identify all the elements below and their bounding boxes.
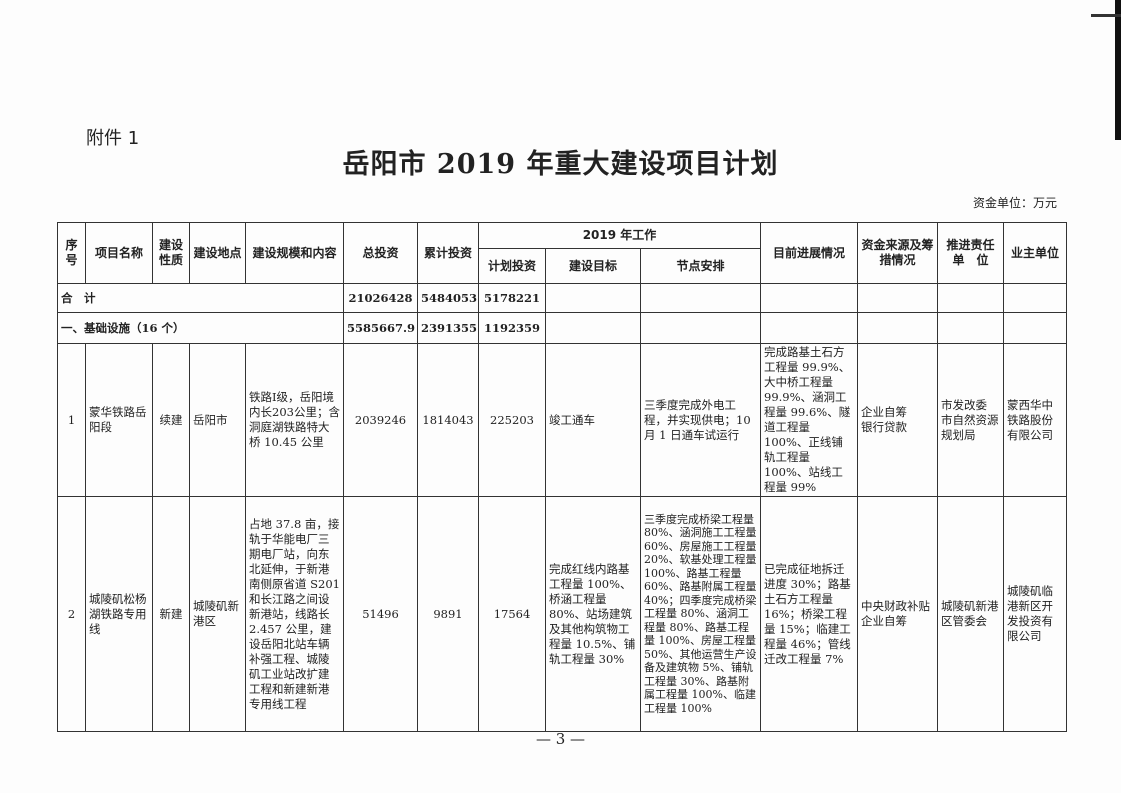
row-nature: 续建 [152,343,190,497]
row-milestones: 三季度完成外电工程，并实现供电；10 月 1 日通车试运行 [640,343,761,497]
header-name: 项目名称 [85,222,153,284]
row-funding: 企业自筹 银行贷款 [857,343,938,497]
row-owner: 蒙西华中铁路股份有限公司 [1003,343,1067,497]
header-progress: 目前进展情况 [760,222,858,284]
header-goal: 建设目标 [545,248,641,284]
header-total: 总投资 [343,222,418,284]
section-label: 一、基础设施（16 个） [57,312,344,344]
row-funding: 中央财政补贴 企业自筹 [857,496,938,732]
header-cumulative: 累计投资 [417,222,479,284]
row-seq: 2 [57,496,86,732]
row-goal: 竣工通车 [545,343,641,497]
section-plan: 1192359 [478,312,546,344]
row-location: 岳阳市 [189,343,246,497]
row-name: 城陵矶松杨湖铁路专用线 [85,496,153,732]
table-row: 2 城陵矶松杨湖铁路专用线 新建 城陵矶新港区 占地 37.8 亩，接轨于华能电… [57,496,1067,732]
header-plan-invest: 计划投资 [478,248,546,284]
header-owner: 业主单位 [1003,222,1067,284]
row-responsible: 市发改委 市自然资源规划局 [937,343,1004,497]
row-plan: 225203 [478,343,546,497]
row-total: 2039246 [343,343,418,497]
row-goal: 完成红线内路基工程量 100%、桥涵工程量 80%、站场建筑及其他构筑物工程量 … [545,496,641,732]
section-total: 5585667.9 [343,312,418,344]
row-total: 51496 [343,496,418,732]
section-row: 一、基础设施（16 个） 5585667.9 2391355 1192359 [57,312,1067,344]
header-scope: 建设规模和内容 [245,222,344,284]
row-scope: 占地 37.8 亩，接轨于华能电厂三期电厂站，向东北延伸，于新港南侧原省道 S2… [245,496,344,732]
scan-edge-artifact [1091,14,1121,17]
scan-edge-artifact [1115,0,1121,140]
total-total: 21026428 [343,283,418,313]
header-work2019: 2019 年工作 [478,222,761,249]
row-location: 城陵矶新港区 [189,496,246,732]
row-progress: 完成路基土石方工程量 99.9%、大中桥工程量 99.9%、涵洞工程量 99.6… [760,343,858,497]
header-responsible: 推进责任单 位 [937,222,1004,284]
table-row: 1 蒙华铁路岳阳段 续建 岳阳市 铁路Ⅰ级，岳阳境内长203公里；含洞庭湖铁路特… [57,343,1067,497]
total-row: 合 计 21026428 5484053 5178221 [57,283,1067,313]
header-location: 建设地点 [189,222,246,284]
row-name: 蒙华铁路岳阳段 [85,343,153,497]
row-progress: 已完成征地拆迁进度 30%；路基土石方工程量 16%；桥梁工程量 15%；临建工… [760,496,858,732]
row-seq: 1 [57,343,86,497]
row-milestones: 三季度完成桥梁工程量 80%、涵洞施工工程量 60%、房屋施工工程量 20%、软… [640,496,761,732]
row-responsible: 城陵矶新港区管委会 [937,496,1004,732]
header-funding: 资金来源及筹措情况 [857,222,938,284]
total-cumulative: 5484053 [417,283,479,313]
row-cumulative: 9891 [417,496,479,732]
header-milestones: 节点安排 [640,248,761,284]
project-table: 序号 项目名称 建设性质 建设地点 建设规模和内容 总投资 累计投资 2019 … [57,222,1067,732]
row-owner: 城陵矶临港新区开发投资有限公司 [1003,496,1067,732]
page-number: — 3 — [535,730,586,748]
section-cumulative: 2391355 [417,312,479,344]
row-plan: 17564 [478,496,546,732]
row-cumulative: 1814043 [417,343,479,497]
header-seq: 序号 [57,222,86,284]
total-label: 合 计 [57,283,344,313]
row-nature: 新建 [152,496,190,732]
unit-note: 资金单位：万元 [972,196,1057,210]
page-title: 岳阳市 2019 年重大建设项目计划 [342,149,779,180]
attachment-label: 附件 1 [86,128,140,149]
total-plan: 5178221 [478,283,546,313]
header-nature: 建设性质 [152,222,190,284]
row-scope: 铁路Ⅰ级，岳阳境内长203公里；含洞庭湖铁路特大桥 10.45 公里 [245,343,344,497]
